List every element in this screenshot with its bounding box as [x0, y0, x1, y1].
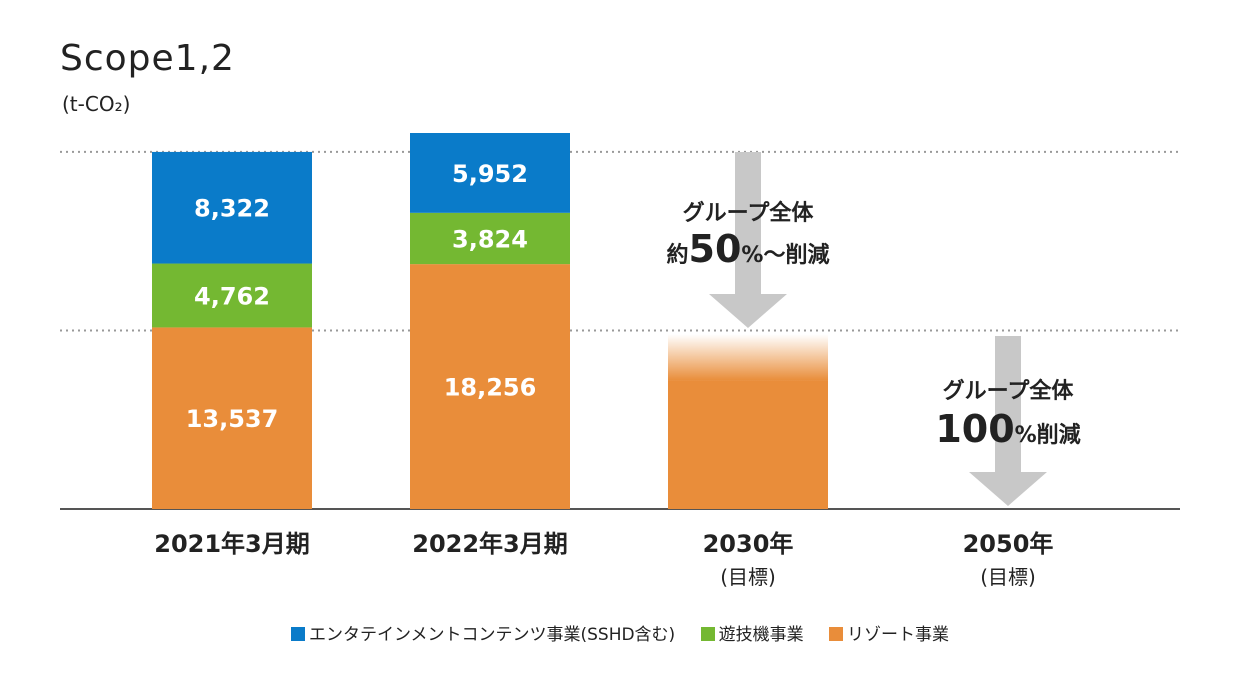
bar-target-2030	[668, 380, 828, 509]
bar-resort-1	[152, 327, 312, 509]
legend-label-entertainment: エンタテインメントコンテンツ事業(SSHD含む)	[308, 625, 676, 645]
chart-title: Scope1,2	[60, 38, 235, 79]
annotation-2-line1: グループ全体	[943, 378, 1075, 404]
legend-label-pachinko: 遊技機事業	[718, 625, 804, 645]
annotation-1-line2: 約50%〜削減	[667, 227, 830, 271]
bar-entertainment-1	[152, 151, 312, 264]
legend-item-resort: リゾート事業	[829, 620, 949, 645]
bar-pachinko-2	[410, 212, 570, 265]
reduction-arrow-2030	[709, 152, 787, 328]
legend-item-pachinko: 遊技機事業	[700, 620, 804, 645]
data-label-resort-2: 18,256	[444, 374, 537, 402]
legend: エンタテインメントコンテンツ事業(SSHD含む) 遊技機事業 リゾート事業	[0, 620, 1240, 645]
legend-label-resort: リゾート事業	[847, 625, 950, 645]
bar-pachinko-1	[152, 263, 312, 328]
data-label-entertainment-2: 5,952	[452, 160, 528, 188]
data-label-entertainment-1: 8,322	[194, 195, 270, 223]
data-label-pachinko-1: 4,762	[194, 282, 270, 310]
unit-label: (t-CO₂)	[62, 92, 131, 116]
annotation-1-line1: グループ全体	[683, 200, 815, 226]
data-label-resort-1: 13,537	[186, 405, 279, 433]
category-label-1: 2021年3月期	[154, 530, 310, 558]
category-label-3: 2030年	[703, 530, 794, 558]
annotation-2-line2: 100%削減	[935, 407, 1080, 451]
legend-item-entertainment: エンタテインメントコンテンツ事業(SSHD含む)	[290, 620, 676, 645]
bar-entertainment-2	[410, 133, 570, 213]
category-sublabel-4: (目標)	[980, 565, 1036, 589]
legend-swatch-pachinko	[700, 627, 715, 641]
bar-target-2030-fade	[668, 334, 828, 381]
legend-swatch-resort	[829, 627, 844, 641]
category-sublabel-3: (目標)	[720, 565, 776, 589]
category-label-4: 2050年	[963, 530, 1054, 558]
bar-resort-2	[410, 264, 570, 509]
category-label-2: 2022年3月期	[412, 530, 568, 558]
reduction-arrow-2050	[969, 336, 1047, 506]
legend-swatch-entertainment	[290, 627, 305, 641]
data-label-pachinko-2: 3,824	[452, 225, 528, 253]
